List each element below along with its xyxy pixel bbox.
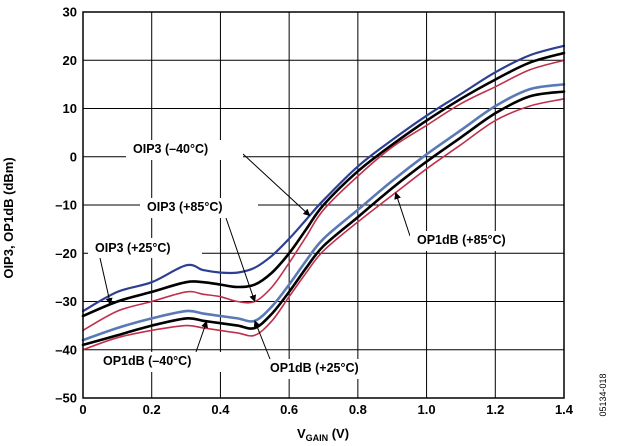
annotation-label: OIP3 (–40°C) [133,142,208,156]
annotation-box [126,140,243,160]
plot-border [82,11,565,399]
annotation-box [140,198,258,218]
y-tick-label: 20 [63,53,77,68]
x-tick-label: 1.2 [486,402,504,417]
annotations: OIP3 (–40°C) OIP3 (+85°C) OIP3 (+25°C) OP1d… [88,140,530,379]
x-tick-label: 0.2 [143,402,161,417]
annotation-box [96,352,224,372]
y-tick-label: 0 [70,149,77,164]
figure-id: 05134-018 [598,373,608,416]
annotation-arrow [99,257,113,306]
x-axis-title-main: V [297,426,306,441]
y-tick-label: –50 [55,391,77,406]
x-tick-label: 1.0 [418,402,436,417]
y-tick-label: 10 [63,101,77,116]
annotation-box [410,231,530,251]
annotation-label: OP1dB (+25°C) [270,361,359,375]
y-tick-label: –40 [55,342,77,357]
annotation-arrow [225,217,257,303]
plot-frame [82,11,565,399]
annotation-box [263,359,385,379]
x-axis-title-unit: (V) [328,426,349,441]
annotation-label: OIP3 (+85°C) [147,200,223,214]
series-line-5 [81,83,566,342]
x-tick-label: 0.6 [280,402,298,417]
annotation-arrow [242,153,311,217]
x-tick-label: 0.4 [211,402,230,417]
y-tick-label: –10 [55,198,77,213]
tick-labels: 0 0.2 0.4 0.6 0.8 1.0 1.2 1.4 30 20 10 0 –10 –20 –30 –4… [55,5,574,418]
y-tick-label: 30 [63,5,77,20]
x-tick-label: 1.4 [555,402,574,417]
series-line-4 [81,90,566,347]
annotation-arrow [253,320,271,360]
y-tick-label: –20 [55,246,77,261]
annotation-box [88,238,202,258]
annotation-arrow [394,192,411,237]
x-tick-label: 0.8 [349,402,367,417]
annotation-label: OP1dB (+85°C) [417,233,506,247]
series-line-6 [82,98,565,351]
y-tick-label: –30 [55,294,77,309]
series-lines [81,44,566,351]
series-line-3 [82,59,565,332]
x-axis-title: VGAIN (V) [297,426,349,443]
x-tick-label: 0 [79,402,86,417]
x-axis-title-subscript: GAIN [306,433,329,443]
annotation-label: OP1dB (–40°C) [103,354,191,368]
annotation-arrow [195,320,208,353]
y-axis-title: OIP3, OP1dB (dBm) [1,157,16,278]
series-line-2 [81,51,566,318]
annotation-label: OIP3 (+25°C) [95,241,171,255]
series-line-1 [81,44,566,313]
